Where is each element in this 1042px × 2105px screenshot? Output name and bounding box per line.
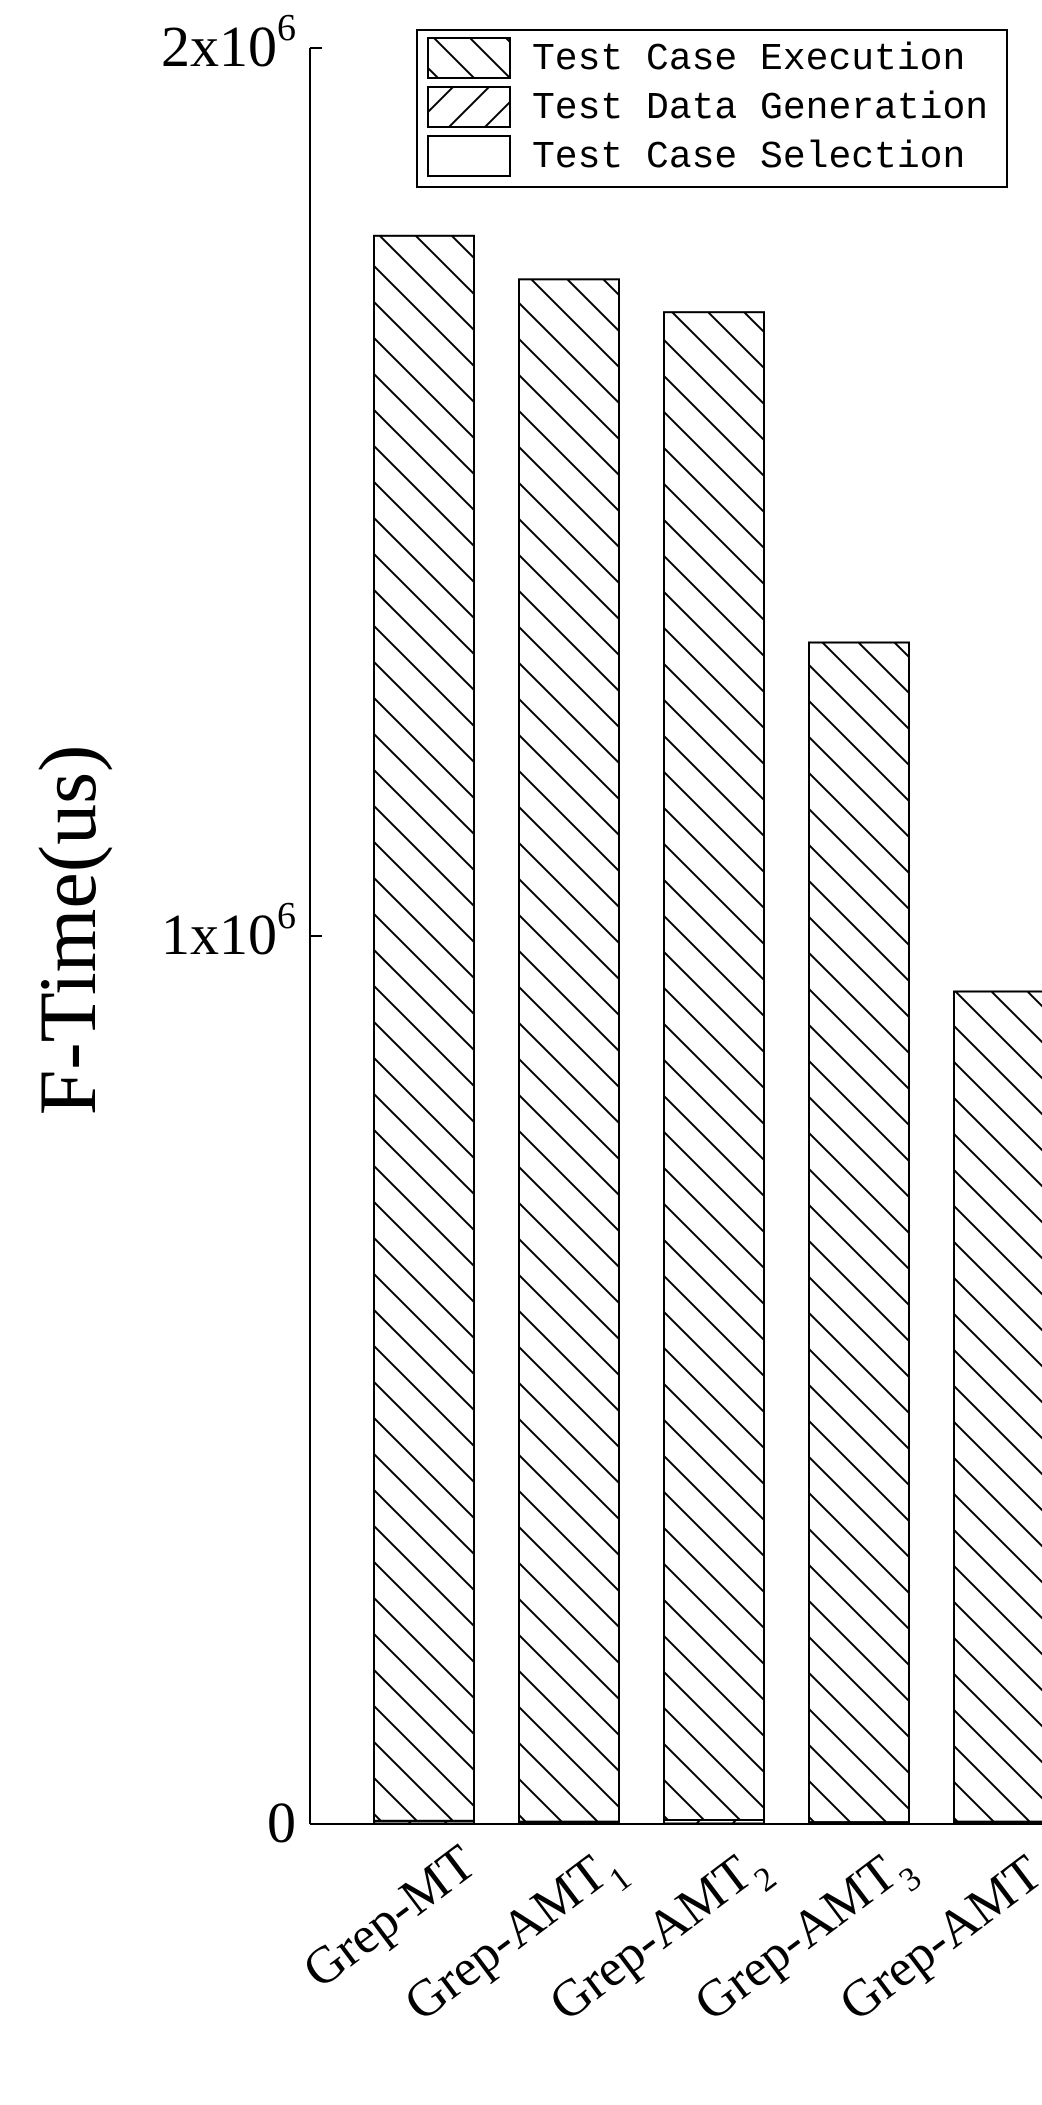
legend-label: Test Data Generation bbox=[532, 87, 988, 130]
bar-segment bbox=[373, 234, 475, 1822]
legend-swatch bbox=[427, 86, 511, 128]
bars bbox=[373, 234, 1042, 1826]
x-tick-labels: Grep-MTGrep-AMT1Grep-AMT2Grep-AMT3Grep-A… bbox=[293, 1834, 1042, 2032]
y-tick-label: 0 bbox=[267, 1790, 296, 1855]
legend-swatch bbox=[427, 37, 511, 79]
y-ticks: 0 1x106 2x106 bbox=[161, 7, 322, 1855]
y-axis-label: F-Time(us) bbox=[22, 745, 113, 1116]
y-tick-label: 1x106 bbox=[161, 895, 296, 967]
bar-segment bbox=[808, 641, 910, 1824]
legend-label: Test Case Execution bbox=[532, 38, 965, 81]
legend-label: Test Case Selection bbox=[532, 136, 965, 179]
legend: Test Case Execution Test Data Generation T… bbox=[416, 29, 1008, 188]
legend-swatch bbox=[427, 135, 511, 177]
legend-box bbox=[416, 29, 1008, 188]
y-tick-label: 2x106 bbox=[161, 7, 296, 79]
bar-segment bbox=[518, 278, 620, 1823]
bar-segment bbox=[663, 311, 765, 1822]
bar-segment bbox=[953, 990, 1042, 1823]
